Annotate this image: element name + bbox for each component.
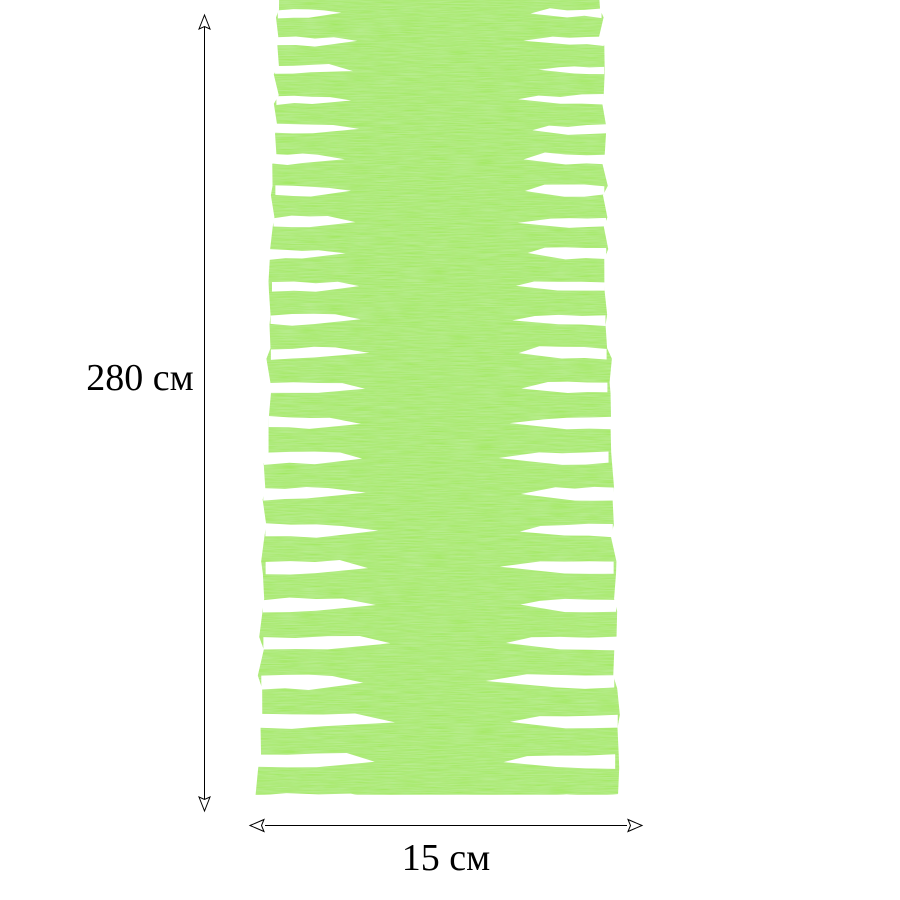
svg-text:15 см: 15 см [402, 837, 490, 879]
svg-text:280 см: 280 см [86, 357, 193, 399]
